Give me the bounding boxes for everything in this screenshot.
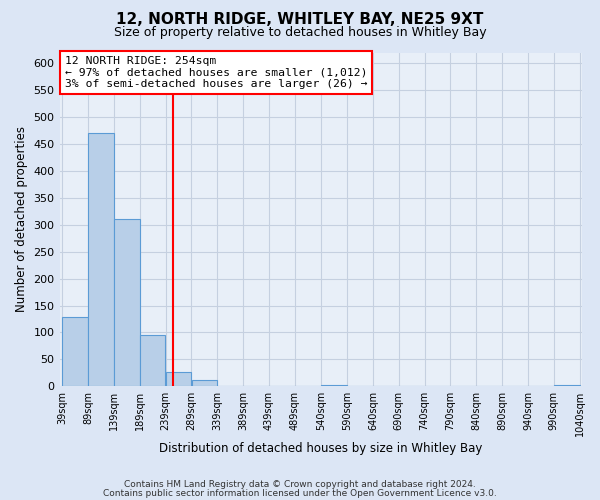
Bar	[322, 384, 347, 386]
Text: 12 NORTH RIDGE: 254sqm
← 97% of detached houses are smaller (1,012)
3% of semi-d: 12 NORTH RIDGE: 254sqm ← 97% of detached…	[65, 56, 367, 89]
Bar	[191, 380, 217, 386]
Bar	[166, 372, 191, 386]
Bar	[140, 334, 166, 386]
Y-axis label: Number of detached properties: Number of detached properties	[15, 126, 28, 312]
Bar	[62, 318, 88, 386]
Text: Contains public sector information licensed under the Open Government Licence v3: Contains public sector information licen…	[103, 488, 497, 498]
Bar	[114, 220, 140, 386]
Text: Size of property relative to detached houses in Whitley Bay: Size of property relative to detached ho…	[113, 26, 487, 39]
Bar	[88, 134, 114, 386]
X-axis label: Distribution of detached houses by size in Whitley Bay: Distribution of detached houses by size …	[159, 442, 482, 455]
Text: 12, NORTH RIDGE, WHITLEY BAY, NE25 9XT: 12, NORTH RIDGE, WHITLEY BAY, NE25 9XT	[116, 12, 484, 28]
Text: Contains HM Land Registry data © Crown copyright and database right 2024.: Contains HM Land Registry data © Crown c…	[124, 480, 476, 489]
